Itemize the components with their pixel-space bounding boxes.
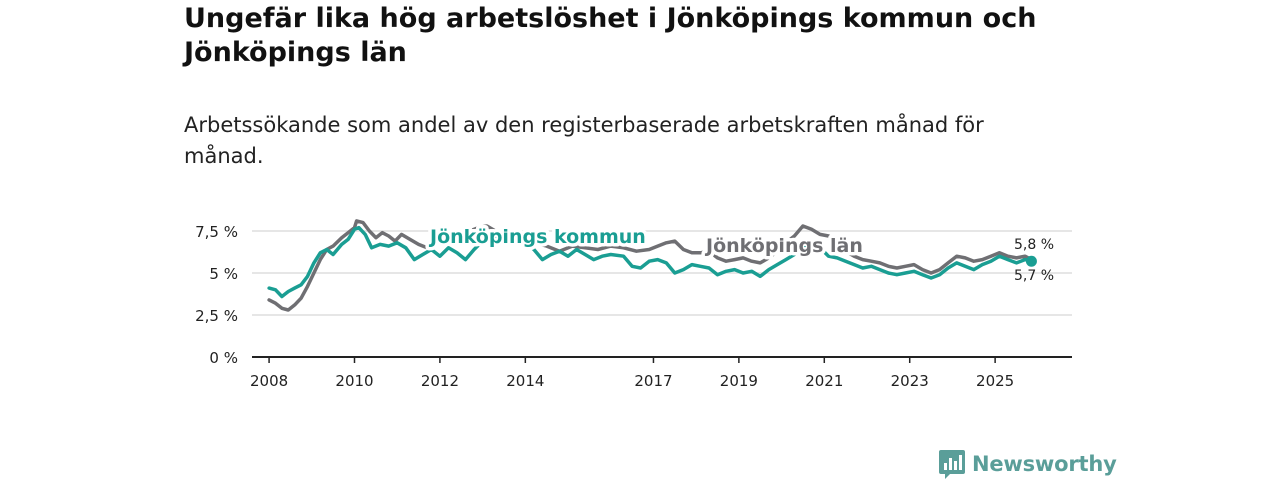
y-tick-label: 2,5 %	[195, 307, 238, 325]
newsworthy-logo: Newsworthy	[938, 449, 1117, 479]
y-tick-label: 7,5 %	[195, 223, 238, 241]
x-tick-label: 2010	[335, 372, 373, 390]
series-label-kommun: Jönköpings kommun	[428, 226, 646, 248]
x-tick-label: 2014	[506, 372, 544, 390]
end-point-kommun	[1025, 255, 1037, 267]
newsworthy-logo-icon	[939, 450, 965, 479]
end-value-lan: 5,8 %	[1014, 237, 1054, 253]
series-line-kommun	[267, 225, 1034, 299]
x-tick-label: 2021	[805, 372, 843, 390]
grid-layer	[252, 230, 1072, 358]
end-value-kommun: 5,7 %	[1014, 268, 1054, 284]
chart-subtitle: Arbetssökande som andel av den registerb…	[184, 113, 984, 168]
series-line-lan	[267, 219, 1034, 312]
x-axis: 2008 2010 2012 2014 2017 2019 2021 2023 2025	[250, 357, 1014, 390]
x-tick-label: 2008	[250, 372, 288, 390]
x-tick-label: 2019	[720, 372, 758, 390]
x-tick-label: 2017	[634, 372, 672, 390]
x-tick-label: 2025	[976, 372, 1014, 390]
x-tick-label: 2023	[891, 372, 929, 390]
y-tick-label: 0 %	[209, 349, 238, 367]
series-label-lan: Jönköpings län	[704, 235, 863, 257]
x-tick-label: 2012	[421, 372, 459, 390]
chart-title: Ungefär lika hög arbetslöshet i Jönköpin…	[184, 3, 1037, 68]
y-axis: 0 % 2,5 % 5 % 7,5 %	[195, 223, 238, 367]
series-layer	[267, 219, 1037, 312]
brand-name: Newsworthy	[972, 452, 1117, 476]
y-tick-label: 5 %	[209, 265, 238, 283]
